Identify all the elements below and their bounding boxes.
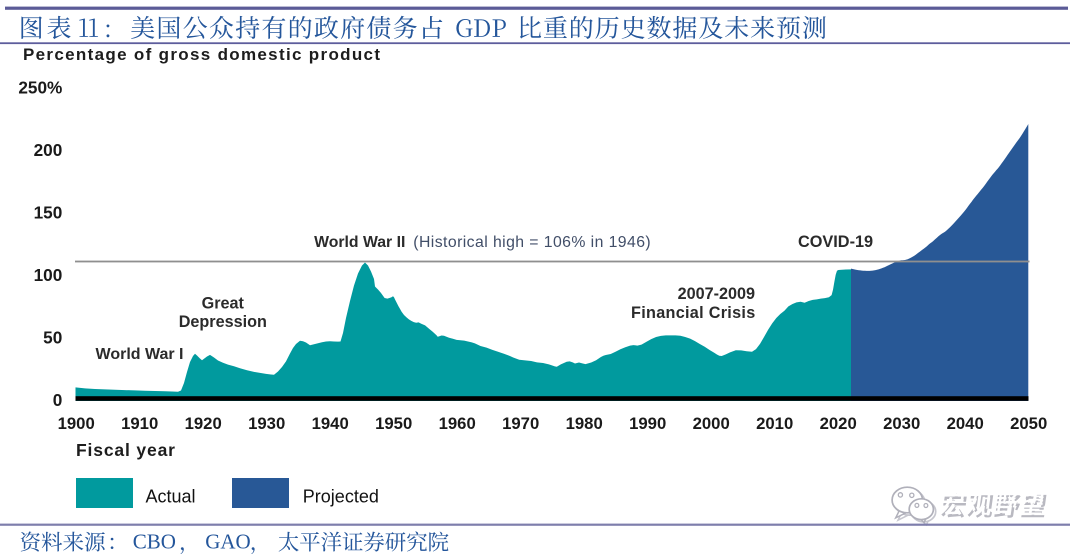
- svg-text:50: 50: [43, 328, 62, 348]
- svg-text:1970: 1970: [502, 414, 539, 433]
- svg-text:Great: Great: [202, 295, 245, 313]
- svg-text:2050: 2050: [1010, 414, 1047, 433]
- svg-text:Depression: Depression: [179, 313, 267, 331]
- svg-text:Fiscal year: Fiscal year: [76, 440, 176, 460]
- svg-text:Percentage of gross domestic p: Percentage of gross domestic product: [23, 45, 381, 64]
- svg-text:GAO: GAO: [205, 529, 251, 553]
- svg-text:200: 200: [34, 140, 63, 160]
- svg-text:1980: 1980: [566, 414, 603, 433]
- svg-text:CBO: CBO: [133, 529, 176, 553]
- svg-text:1960: 1960: [439, 414, 476, 433]
- svg-text:1930: 1930: [248, 414, 285, 433]
- svg-text:250%: 250%: [18, 78, 62, 98]
- svg-text:(Historical high = 106% in 194: (Historical high = 106% in 1946): [413, 234, 651, 251]
- svg-text:1940: 1940: [312, 414, 349, 433]
- svg-text:0: 0: [53, 390, 63, 410]
- svg-text:2010: 2010: [756, 414, 793, 433]
- svg-text:Actual: Actual: [146, 487, 196, 507]
- svg-text:2000: 2000: [693, 414, 730, 433]
- svg-text:2040: 2040: [947, 414, 984, 433]
- svg-text:1900: 1900: [58, 414, 95, 433]
- svg-text:2020: 2020: [820, 414, 857, 433]
- svg-text:100: 100: [34, 265, 63, 285]
- svg-text:1950: 1950: [375, 414, 412, 433]
- svg-text:Financial Crisis: Financial Crisis: [631, 304, 755, 322]
- svg-text:COVID-19: COVID-19: [798, 233, 873, 251]
- svg-text:World War II: World War II: [314, 234, 405, 251]
- svg-text:1920: 1920: [185, 414, 222, 433]
- svg-text:Projected: Projected: [303, 487, 379, 507]
- svg-text:2030: 2030: [883, 414, 920, 433]
- svg-text:2007-2009: 2007-2009: [678, 285, 755, 303]
- svg-text:World War I: World War I: [96, 346, 184, 363]
- svg-text:1910: 1910: [121, 414, 158, 433]
- svg-text:1990: 1990: [629, 414, 666, 433]
- svg-text:150: 150: [34, 203, 63, 223]
